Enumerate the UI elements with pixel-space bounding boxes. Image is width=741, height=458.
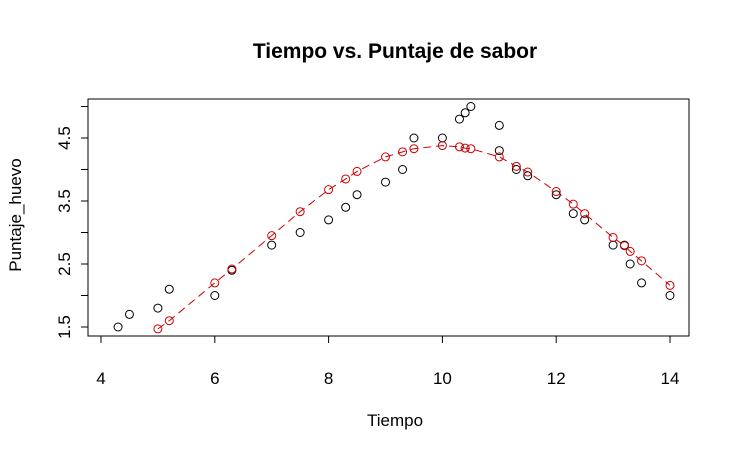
fitted-point <box>511 161 521 171</box>
observed-point <box>665 291 675 300</box>
fitted-point <box>341 174 351 184</box>
observed-point <box>437 133 447 143</box>
fitted-point <box>494 152 504 162</box>
fitted-point <box>460 143 470 153</box>
observed-point <box>381 177 390 187</box>
observed-point <box>153 303 163 313</box>
observed-point <box>113 322 123 332</box>
fitted-point <box>580 209 590 219</box>
observed-points <box>113 102 675 332</box>
fitted-point <box>466 144 476 154</box>
y-tick-label: 1.5 <box>55 315 74 339</box>
x-tick-label: 12 <box>547 369 566 388</box>
fitted-point <box>324 185 334 195</box>
fitted-point <box>295 207 305 217</box>
fitted-point <box>608 233 618 243</box>
y-axis-label: Puntaje_huevo <box>6 158 25 271</box>
x-tick-label: 6 <box>210 369 219 388</box>
x-tick-label: 8 <box>324 369 333 388</box>
observed-point <box>466 102 476 111</box>
fitted-point <box>523 167 533 177</box>
fitted-point <box>551 187 561 197</box>
observed-point <box>494 120 504 130</box>
fitted-point <box>454 142 464 152</box>
plot-frame <box>87 98 690 337</box>
observed-point <box>341 202 351 212</box>
fitted-point <box>437 141 447 151</box>
observed-point <box>267 240 277 250</box>
y-axis: 1.5 2.5 3.5 4.5 <box>55 106 89 339</box>
fitted-point <box>637 256 647 266</box>
observed-point <box>454 114 464 124</box>
fitted-point <box>568 199 578 209</box>
fitted-point <box>352 166 362 176</box>
fitted-point <box>398 147 408 157</box>
observed-point <box>398 165 408 174</box>
observed-point <box>210 291 220 300</box>
x-axis: 4 6 8 10 12 14 <box>96 335 680 388</box>
fitted-point <box>409 144 419 154</box>
fitted-points <box>153 141 675 334</box>
observed-point <box>164 284 174 294</box>
observed-point <box>295 228 305 237</box>
observed-point <box>551 190 561 200</box>
observed-point <box>608 240 618 250</box>
fitted-point <box>164 316 174 326</box>
observed-point <box>124 309 134 319</box>
chart-title: Tiempo vs. Puntaje de sabor <box>253 40 537 63</box>
observed-point <box>625 259 635 269</box>
observed-point <box>568 209 578 219</box>
x-tick-label: 10 <box>433 369 452 388</box>
fitted-point <box>625 246 635 256</box>
fitted-point <box>210 278 220 288</box>
x-tick-label: 14 <box>661 369 680 388</box>
fitted-point <box>665 280 675 290</box>
x-axis-label: Tiempo <box>367 411 423 430</box>
fitted-point <box>267 231 277 241</box>
x-tick-label: 4 <box>96 369 105 388</box>
fitted-line <box>157 145 671 330</box>
observed-point <box>409 133 419 143</box>
fitted-point <box>227 264 237 274</box>
observed-point <box>580 215 590 225</box>
y-tick-label: 2.5 <box>55 252 74 276</box>
observed-point <box>352 190 362 200</box>
observed-point <box>324 215 334 225</box>
fitted-dashed-line <box>157 145 671 330</box>
observed-point <box>494 146 504 156</box>
y-tick-label: 4.5 <box>55 126 74 150</box>
fitted-point <box>619 241 629 251</box>
y-tick-label: 3.5 <box>55 189 74 213</box>
observed-point <box>511 165 521 174</box>
fitted-point <box>153 324 163 334</box>
fitted-point <box>381 152 390 162</box>
observed-point <box>460 108 470 118</box>
observed-point <box>637 278 647 288</box>
